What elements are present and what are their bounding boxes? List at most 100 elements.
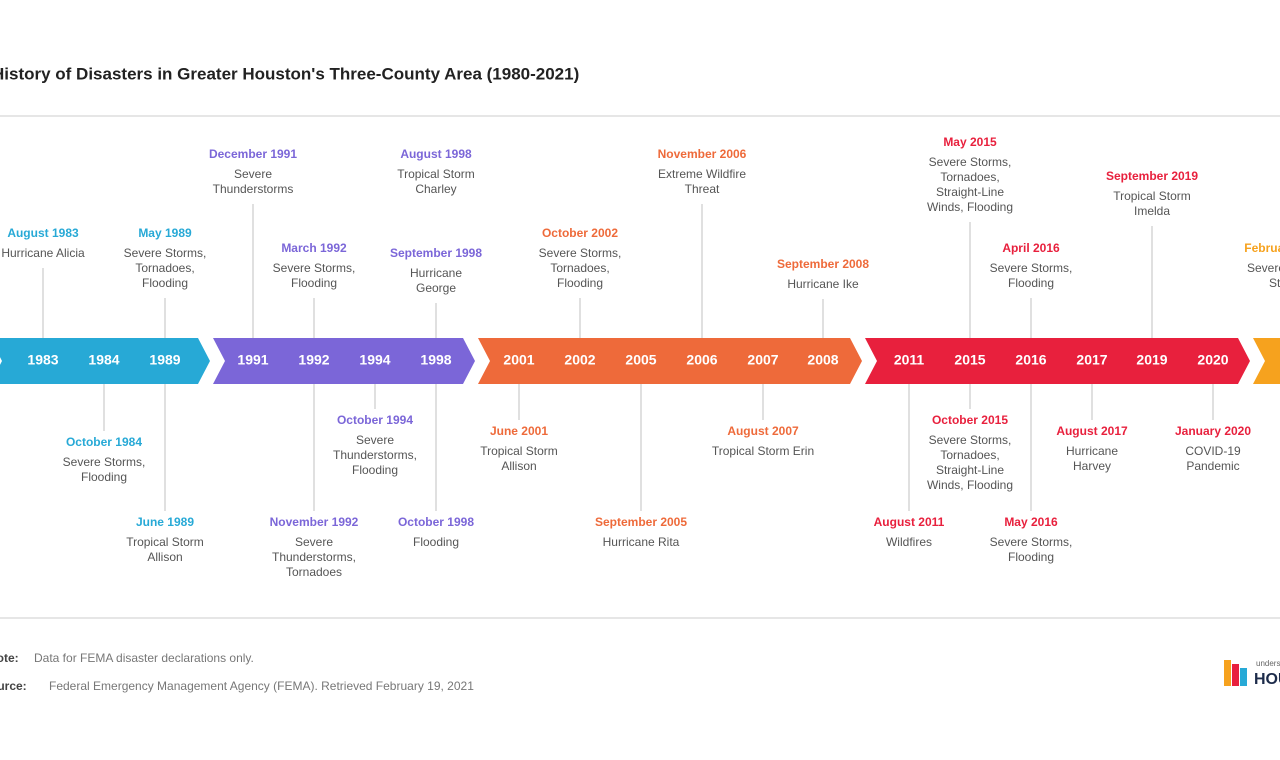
year-label: 2002 bbox=[564, 352, 595, 368]
event-description: Hurricane Rita bbox=[603, 535, 680, 549]
logo-bar bbox=[1240, 668, 1247, 686]
event-description: George bbox=[416, 281, 456, 295]
event-description: Straight-Line bbox=[936, 463, 1004, 477]
event-description: Tornadoes, bbox=[135, 261, 194, 275]
event-description: Tropical Storm bbox=[397, 167, 475, 181]
event-description: Flooding bbox=[352, 463, 398, 477]
segment-arrow bbox=[213, 338, 475, 384]
event-date: October 1994 bbox=[337, 413, 413, 427]
year-label: 2001 bbox=[503, 352, 534, 368]
event-description: Flooding bbox=[1008, 550, 1054, 564]
year-label: 1989 bbox=[149, 352, 180, 368]
event-date: August 2017 bbox=[1056, 424, 1128, 438]
event-date: May 1989 bbox=[138, 226, 192, 240]
event-date: May 2016 bbox=[1004, 515, 1058, 529]
event-date: November 1992 bbox=[270, 515, 359, 529]
event-description: Severe Storms, bbox=[990, 261, 1073, 275]
event-description: Severe Storms, bbox=[929, 155, 1012, 169]
event-date: April 2016 bbox=[1002, 241, 1060, 255]
event-description: Straight-Line bbox=[936, 185, 1004, 199]
event-date: November 2006 bbox=[658, 147, 747, 161]
event-description: Hurricane bbox=[410, 266, 462, 280]
event-description: Tornadoes, bbox=[550, 261, 609, 275]
year-label: 2005 bbox=[625, 352, 656, 368]
event-description: Severe Winter bbox=[1247, 261, 1280, 275]
event-description: Flooding bbox=[413, 535, 459, 549]
event-date: September 1998 bbox=[390, 246, 482, 260]
logo: understanding HOUSTON bbox=[1224, 659, 1280, 688]
event-description: Tornadoes bbox=[286, 565, 342, 579]
event-description: Allison bbox=[147, 550, 182, 564]
year-label: 1998 bbox=[420, 352, 451, 368]
event-description: COVID-19 bbox=[1185, 444, 1241, 458]
title: History of Disasters in Greater Houston'… bbox=[0, 64, 579, 83]
event-date: May 2015 bbox=[943, 135, 997, 149]
year-label: 1994 bbox=[359, 352, 390, 368]
year-label: 2019 bbox=[1136, 352, 1167, 368]
event-date: October 2002 bbox=[542, 226, 618, 240]
event-description: Severe Storms, bbox=[124, 246, 207, 260]
segment-arrow bbox=[865, 338, 1250, 384]
year-label: 2017 bbox=[1076, 352, 1107, 368]
event-description: Harvey bbox=[1073, 459, 1111, 473]
source-text: Federal Emergency Management Agency (FEM… bbox=[49, 679, 474, 693]
year-label: 1992 bbox=[298, 352, 329, 368]
year-label: 1984 bbox=[88, 352, 119, 368]
event-description: Severe bbox=[356, 433, 394, 447]
event-date: June 2001 bbox=[490, 424, 548, 438]
event-description: Tornadoes, bbox=[940, 448, 999, 462]
event-description: Pandemic bbox=[1186, 459, 1239, 473]
year-label: 2015 bbox=[954, 352, 985, 368]
event-date: August 1998 bbox=[400, 147, 472, 161]
event-description: Flooding bbox=[142, 276, 188, 290]
event-description: Hurricane Alicia bbox=[1, 246, 85, 260]
event-date: August 1983 bbox=[7, 226, 79, 240]
event-description: Storm bbox=[1269, 276, 1280, 290]
event-description: Severe Storms, bbox=[539, 246, 622, 260]
year-label: 2006 bbox=[686, 352, 717, 368]
event-description: Winds, Flooding bbox=[927, 478, 1013, 492]
event-date: January 2020 bbox=[1175, 424, 1251, 438]
event-date: October 1998 bbox=[398, 515, 474, 529]
event-description: Threat bbox=[685, 182, 720, 196]
event-description: Severe bbox=[234, 167, 272, 181]
event-description: Tropical Storm bbox=[480, 444, 558, 458]
event-description: Extreme Wildfire bbox=[658, 167, 746, 181]
year-label: 2016 bbox=[1015, 352, 1046, 368]
event-description: Tornadoes, bbox=[940, 170, 999, 184]
event-description: Severe Storms, bbox=[63, 455, 146, 469]
event-description: Tropical Storm bbox=[1113, 189, 1191, 203]
event-description: Severe Storms, bbox=[929, 433, 1012, 447]
event-description: Flooding bbox=[557, 276, 603, 290]
event-description: Flooding bbox=[81, 470, 127, 484]
event-date: February 2021 bbox=[1244, 241, 1280, 255]
event-description: Imelda bbox=[1134, 204, 1170, 218]
note-label: Note: bbox=[0, 651, 19, 665]
event-date: June 1989 bbox=[136, 515, 194, 529]
event-date: March 1992 bbox=[281, 241, 347, 255]
logo-bar bbox=[1224, 660, 1231, 686]
event-date: September 2019 bbox=[1106, 169, 1198, 183]
event-description: Charley bbox=[415, 182, 456, 196]
event-date: September 2005 bbox=[595, 515, 687, 529]
event-description: Hurricane bbox=[1066, 444, 1118, 458]
segment-arrow bbox=[478, 338, 862, 384]
event-date: December 1991 bbox=[209, 147, 297, 161]
event-description: Severe Storms, bbox=[273, 261, 356, 275]
year-label: 2011 bbox=[894, 352, 925, 368]
event-description: Flooding bbox=[1008, 276, 1054, 290]
event-description: Tropical Storm Erin bbox=[712, 444, 814, 458]
segment-arrow bbox=[0, 338, 210, 384]
event-description: Thunderstorms, bbox=[272, 550, 356, 564]
event-description: Thunderstorms, bbox=[333, 448, 417, 462]
year-label: 2008 bbox=[807, 352, 838, 368]
event-date: October 2015 bbox=[932, 413, 1008, 427]
event-description: Hurricane Ike bbox=[787, 277, 859, 291]
event-date: August 2007 bbox=[727, 424, 799, 438]
year-label: 2020 bbox=[1197, 352, 1228, 368]
source-label: Source: bbox=[0, 679, 27, 693]
year-label: 1991 bbox=[237, 352, 268, 368]
event-date: August 2011 bbox=[874, 515, 945, 529]
